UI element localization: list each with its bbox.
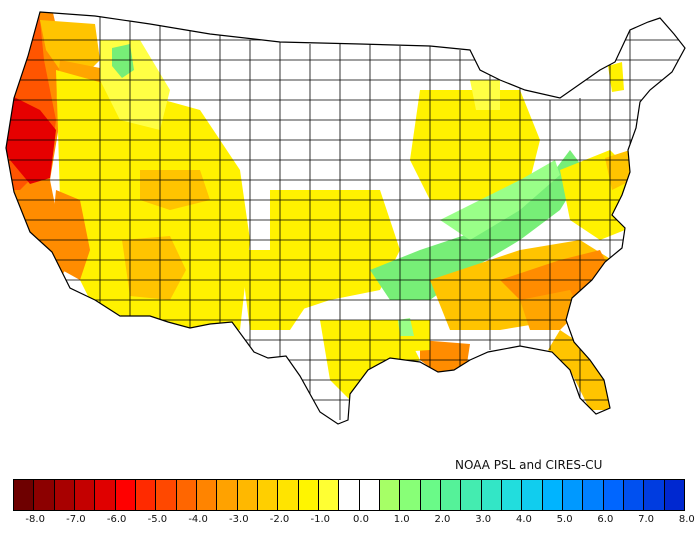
legend-tick-label: 2.0 — [434, 514, 451, 525]
region-new-york-yellow — [608, 62, 624, 92]
legend-swatch — [522, 480, 543, 510]
legend-swatch — [481, 480, 502, 510]
legend-swatch — [278, 480, 299, 510]
legend-swatch — [34, 480, 55, 510]
legend-tick-label: 7.0 — [638, 514, 655, 525]
legend-tick-label: -7.0 — [66, 514, 86, 525]
legend-swatch — [603, 480, 624, 510]
legend-swatch — [664, 480, 684, 510]
region-louisiana-orange — [420, 340, 470, 372]
legend-swatch — [440, 480, 462, 510]
legend-swatch — [339, 480, 360, 510]
region-california-north-red — [6, 90, 56, 184]
legend-tick-label: 4.0 — [515, 514, 532, 525]
color-legend-ticks: -8.0 -7.0 -6.0 -5.0 -4.0 -3.0 -2.0 -1.0 0.0 1.0 2.… — [13, 514, 694, 530]
legend-swatch — [74, 480, 96, 510]
legend-tick-label: 1.0 — [393, 514, 410, 525]
legend-tick-label: -5.0 — [147, 514, 168, 525]
legend-tick-label: 8.0 — [678, 514, 695, 525]
legend-swatch — [196, 480, 218, 510]
legend-swatch — [156, 480, 177, 510]
region-midwest-yellow — [410, 90, 540, 200]
legend-swatch — [318, 480, 340, 510]
legend-swatch — [14, 480, 35, 510]
region-florida-gold — [548, 330, 610, 410]
legend-tick-label: 0.0 — [353, 514, 369, 525]
legend-swatch — [542, 480, 563, 510]
legend-swatch — [217, 480, 238, 510]
legend-swatch — [115, 480, 136, 510]
legend-swatch — [379, 480, 401, 510]
legend-tick-label: 3.0 — [475, 514, 492, 525]
region-mississippi-green — [398, 318, 414, 336]
legend-swatch — [176, 480, 197, 510]
legend-swatch — [54, 480, 75, 510]
color-legend-bar — [13, 479, 685, 511]
legend-tick-label: 5.0 — [556, 514, 573, 525]
legend-swatch — [135, 480, 157, 510]
legend-tick-label: -3.0 — [229, 514, 249, 525]
legend-tick-label: -2.0 — [269, 514, 290, 525]
legend-tick-label: 6.0 — [597, 514, 614, 525]
region-socal-orange — [52, 190, 90, 280]
legend-swatch — [420, 480, 441, 510]
legend-swatch — [583, 480, 604, 510]
credit-text: NOAA PSL and CIRES-CU — [455, 458, 603, 472]
legend-swatch — [400, 480, 421, 510]
region-arizona-gold — [122, 236, 186, 300]
legend-swatch — [562, 480, 584, 510]
legend-tick-label: -6.0 — [106, 514, 127, 525]
legend-swatch — [644, 480, 665, 510]
region-tennessee-valley-green — [370, 150, 585, 300]
legend-swatch — [623, 480, 645, 510]
division-grid — [6, 16, 685, 420]
region-new-mexico-yellow — [240, 250, 310, 330]
legend-swatch — [298, 480, 319, 510]
legend-tick-label: -8.0 — [25, 514, 45, 525]
legend-swatch — [461, 480, 482, 510]
legend-swatch — [237, 480, 258, 510]
legend-tick-label: -4.0 — [188, 514, 208, 525]
us-map — [5, 11, 686, 425]
legend-swatch — [359, 480, 380, 510]
legend-tick-label: -1.0 — [310, 514, 331, 525]
legend-swatch — [501, 480, 523, 510]
legend-swatch — [95, 480, 116, 510]
legend-swatch — [257, 480, 279, 510]
region-idaho-green — [112, 44, 134, 78]
region-wisconsin-light — [470, 80, 500, 110]
